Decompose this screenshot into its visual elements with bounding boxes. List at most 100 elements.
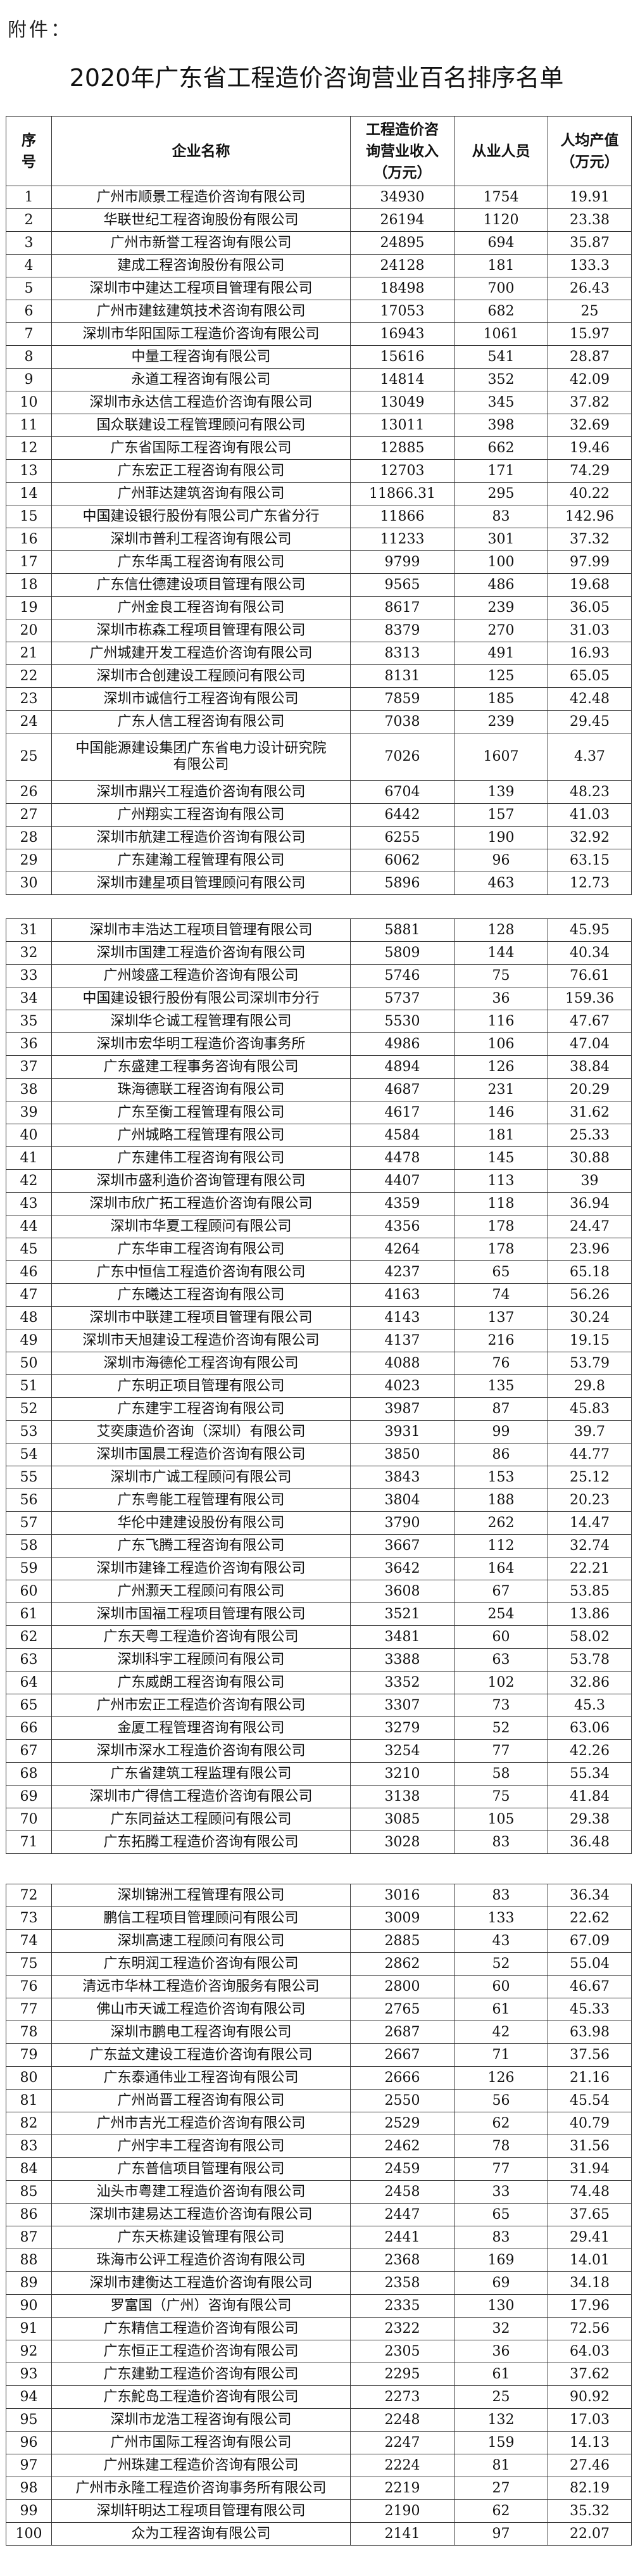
cell-no: 68	[6, 1762, 52, 1786]
cell-company-name: 国众联建设工程管理顾问有限公司	[51, 414, 351, 437]
cell-no-text: 24	[20, 713, 38, 730]
cell-no: 52	[6, 1397, 52, 1421]
cell-no: 7	[6, 322, 52, 346]
cell-company-name: 广东华审工程咨询有限公司	[51, 1238, 351, 1261]
cell-company-name-text: 深圳市永达信工程造价咨询有限公司	[89, 394, 313, 410]
cell-company-name-text: 广州金良工程咨询有限公司	[117, 599, 285, 616]
cell-staff-text: 146	[487, 1104, 515, 1120]
cell-per-capita: 42.09	[548, 368, 632, 391]
cell-no: 62	[6, 1625, 52, 1649]
cell-revenue-text: 8131	[384, 668, 420, 684]
cell-company-name-text: 深圳市华夏工程顾问有限公司	[110, 1218, 292, 1234]
cell-staff-text: 181	[487, 1127, 515, 1143]
cell-per-capita-text: 30.24	[570, 1309, 610, 1326]
cell-no-text: 70	[20, 1811, 38, 1827]
cell-company-name-text: 深圳市国福工程项目管理有限公司	[96, 1606, 306, 1622]
cell-staff: 81	[454, 2454, 548, 2477]
cell-no-text: 81	[20, 2092, 38, 2109]
cell-no-text: 1	[24, 189, 34, 205]
cell-staff: 32	[454, 2317, 548, 2340]
cell-company-name: 鹏信工程项目管理顾问有限公司	[51, 1907, 351, 1930]
cell-staff-text: 113	[487, 1172, 515, 1189]
cell-no: 43	[6, 1192, 52, 1215]
cell-per-capita-text: 32.92	[570, 829, 610, 846]
cell-company-name-text: 广东天栋建设管理有限公司	[117, 2229, 285, 2245]
cell-company-name-text: 众为工程咨询有限公司	[131, 2525, 271, 2542]
cell-no: 26	[6, 780, 52, 804]
table-row: 86 深圳市建易达工程造价咨询有限公司 2447 65 37.65	[6, 2203, 632, 2226]
cell-staff: 181	[454, 1124, 548, 1147]
cell-company-name-text: 深圳市中建达工程项目管理有限公司	[89, 280, 313, 296]
cell-per-capita-text: 36.48	[570, 1834, 610, 1850]
cell-revenue: 9565	[350, 573, 454, 597]
cell-revenue: 2224	[350, 2454, 454, 2477]
cell-no-text: 97	[20, 2457, 38, 2473]
cell-per-capita: 37.82	[548, 391, 632, 414]
cell-revenue: 17053	[350, 300, 454, 323]
cell-no-text: 2	[24, 212, 34, 228]
cell-per-capita: 31.62	[548, 1101, 632, 1124]
cell-company-name-text: 广州市国际工程咨询有限公司	[110, 2434, 292, 2451]
cell-per-capita-text: 133.3	[570, 257, 610, 274]
table-row: 35 深圳华仑诚工程管理有限公司 5530 116 47.67	[6, 1010, 632, 1033]
cell-company-name-text: 佛山市天诚工程造价咨询有限公司	[96, 2001, 306, 2017]
cell-staff-text: 112	[487, 1537, 515, 1554]
cell-per-capita-text: 15.97	[570, 326, 610, 342]
cell-no-text: 37	[20, 1058, 38, 1075]
cell-staff: 239	[454, 596, 548, 619]
cell-revenue-text: 2458	[384, 2183, 420, 2200]
cell-company-name-text: 深圳市建易达工程造价咨询有限公司	[89, 2206, 313, 2223]
cell-revenue: 3843	[350, 1466, 454, 1489]
cell-revenue: 8379	[350, 619, 454, 642]
cell-per-capita: 45.54	[548, 2089, 632, 2112]
cell-staff: 345	[454, 391, 548, 414]
cell-staff-text: 144	[487, 944, 515, 961]
table-row: 74 深圳高速工程顾问有限公司 2885 43 67.09	[6, 1929, 632, 1953]
cell-staff: 463	[454, 872, 548, 895]
cell-no-text: 20	[20, 622, 38, 638]
table-row: 16 深圳市普利工程咨询有限公司 11233 301 37.32	[6, 528, 632, 551]
cell-no: 55	[6, 1466, 52, 1489]
cell-per-capita: 45.95	[548, 918, 632, 942]
cell-revenue: 34930	[350, 186, 454, 209]
table-row: 36 深圳市宏华明工程造价咨询事务所 4986 106 47.04	[6, 1032, 632, 1056]
cell-staff-text: 60	[492, 1978, 510, 1995]
cell-no-text: 77	[20, 2001, 38, 2017]
cell-no: 31	[6, 918, 52, 942]
cell-per-capita-text: 23.96	[570, 1241, 610, 1257]
cell-no: 40	[6, 1124, 52, 1147]
cell-staff-text: 99	[492, 1423, 510, 1440]
table-row: 40 广州城略工程管理有限公司 4584 181 25.33	[6, 1124, 632, 1147]
cell-company-name: 广州尚晋工程咨询有限公司	[51, 2089, 351, 2112]
cell-staff: 61	[454, 2363, 548, 2386]
cell-company-name: 广东人信工程咨询有限公司	[51, 710, 351, 733]
cell-staff-text: 86	[492, 1446, 510, 1462]
cell-company-name: 广东建伟工程咨询有限公司	[51, 1146, 351, 1170]
cell-revenue: 4617	[350, 1101, 454, 1124]
cell-company-name: 深圳市广诚工程顾问有限公司	[51, 1466, 351, 1489]
cell-company-name: 广州市顺景工程造价咨询有限公司	[51, 186, 351, 209]
cell-revenue: 3521	[350, 1602, 454, 1626]
cell-revenue-text: 4023	[384, 1378, 420, 1394]
cell-revenue-text: 13049	[380, 394, 425, 410]
cell-no: 94	[6, 2385, 52, 2409]
cell-revenue: 5530	[350, 1010, 454, 1033]
cell-per-capita: 40.79	[548, 2112, 632, 2135]
cell-per-capita: 20.23	[548, 1488, 632, 1512]
cell-no-text: 13	[20, 462, 38, 479]
cell-revenue-text: 5530	[384, 1013, 420, 1029]
cell-revenue-text: 2141	[384, 2525, 420, 2542]
cell-revenue-text: 3987	[384, 1400, 420, 1417]
cell-no-text: 51	[20, 1378, 38, 1394]
cell-no-text: 46	[20, 1264, 38, 1280]
cell-staff: 541	[454, 345, 548, 369]
cell-no: 20	[6, 619, 52, 642]
cell-staff: 262	[454, 1511, 548, 1535]
cell-staff: 74	[454, 1283, 548, 1307]
cell-no-text: 57	[20, 1514, 38, 1531]
cell-company-name: 广东曦达工程咨询有限公司	[51, 1283, 351, 1307]
table-row: 23 深圳市诚信行工程咨询有限公司 7859 185 42.48	[6, 687, 632, 711]
cell-staff-text: 1061	[483, 326, 519, 342]
cell-company-name-text: 深圳轩明达工程项目管理有限公司	[96, 2503, 306, 2519]
cell-company-name: 中国能源建设集团广东省电力设计研究院有限公司	[51, 733, 351, 781]
